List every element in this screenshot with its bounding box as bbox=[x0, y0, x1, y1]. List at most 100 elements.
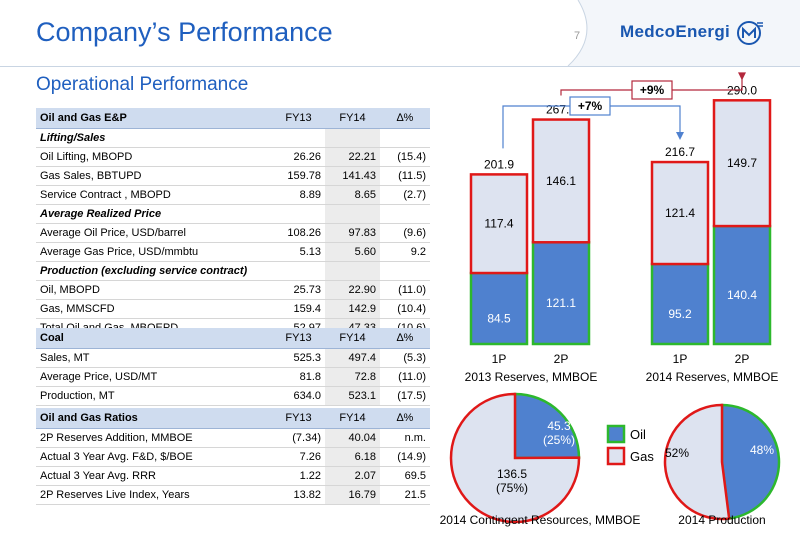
column-header-fy13: FY13 bbox=[272, 408, 325, 429]
cell-fy14: 22.90 bbox=[325, 280, 380, 300]
column-header-change: ∆% bbox=[380, 408, 430, 429]
cell-empty bbox=[380, 204, 430, 224]
table-section-title: Oil and Gas E&P bbox=[36, 108, 272, 129]
column-header-change: ∆% bbox=[380, 328, 430, 349]
bar-gas-segment bbox=[469, 173, 529, 275]
cell-change: n.m. bbox=[380, 428, 430, 448]
x-tick-label: 1P bbox=[492, 352, 507, 366]
cell-fy13: 634.0 bbox=[272, 386, 325, 406]
bar-oil-segment bbox=[650, 262, 710, 346]
table-row: Actual 3 Year Avg. F&D, $/BOE 7.26 6.18 (14… bbox=[36, 447, 430, 467]
cell-fy13: 1.22 bbox=[272, 466, 325, 486]
table-row: Sales, MT 525.3 497.4 (5.3) bbox=[36, 348, 430, 368]
medco-logo-icon bbox=[737, 21, 763, 45]
cell-fy14: 40.04 bbox=[325, 428, 380, 448]
growth-callout-box bbox=[569, 96, 611, 116]
table-row: Oil Lifting, MBOPD 26.26 22.21 (15.4) bbox=[36, 147, 430, 167]
cell-fy14: 5.60 bbox=[325, 242, 380, 262]
row-label: Production, MT bbox=[36, 386, 272, 406]
cell-change: (9.6) bbox=[380, 223, 430, 243]
cell-empty bbox=[380, 128, 430, 148]
legend-label-oil: Oil bbox=[630, 427, 646, 442]
pie-gas-percent-label: (75%) bbox=[496, 481, 528, 495]
pie-slice-oil bbox=[720, 403, 781, 520]
table-subheader-row: Lifting/Sales bbox=[36, 128, 430, 148]
bar-oil-value-label: 95.2 bbox=[668, 307, 692, 321]
table-row: Oil, MBOPD 25.73 22.90 (11.0) bbox=[36, 280, 430, 300]
cell-fy14: 6.18 bbox=[325, 447, 380, 467]
row-label: Average Oil Price, USD/barrel bbox=[36, 223, 272, 243]
cell-fy13: 159.78 bbox=[272, 166, 325, 186]
bar-gas-value-label: 146.1 bbox=[546, 174, 576, 188]
bar-gas-segment bbox=[650, 160, 710, 266]
cell-change: (15.4) bbox=[380, 147, 430, 167]
column-header-fy13: FY13 bbox=[272, 108, 325, 129]
cell-fy14: 72.8 bbox=[325, 367, 380, 387]
subheader-label: Production (excluding service contract) bbox=[36, 261, 272, 281]
row-label: Actual 3 Year Avg. F&D, $/BOE bbox=[36, 447, 272, 467]
growth-callout-label: +7% bbox=[578, 99, 603, 113]
table-section-title: Coal bbox=[36, 328, 272, 349]
bar-total-label: 267.3 bbox=[546, 103, 576, 117]
table-row: Gas Sales, BBTUPD 159.78 141.43 (11.5) bbox=[36, 166, 430, 186]
cell-fy13: 8.89 bbox=[272, 185, 325, 205]
table-row: Gas, MMSCFD 159.4 142.9 (10.4) bbox=[36, 299, 430, 319]
cell-change: 9.2 bbox=[380, 242, 430, 262]
table-row: Average Gas Price, USD/mmbtu 5.13 5.60 9.2 bbox=[36, 242, 430, 262]
cell-fy14: 8.65 bbox=[325, 185, 380, 205]
cell-fy13: 25.73 bbox=[272, 280, 325, 300]
column-header-change: ∆% bbox=[380, 108, 430, 129]
cell-empty bbox=[380, 261, 430, 281]
cell-fy13: (7.34) bbox=[272, 428, 325, 448]
cell-empty bbox=[325, 204, 380, 224]
column-header-fy14: FY14 bbox=[325, 408, 380, 429]
pie-slice-gas bbox=[449, 392, 581, 524]
group-label: 2013 Reserves, MMBOE bbox=[465, 370, 598, 384]
bar-total-label: 290.0 bbox=[727, 83, 757, 97]
row-label: Gas, MMSCFD bbox=[36, 299, 272, 319]
cell-change: (11.0) bbox=[380, 367, 430, 387]
pie-gas-value-label: 136.5 bbox=[497, 467, 527, 481]
bar-oil-value-label: 140.4 bbox=[727, 288, 757, 302]
table-coal: Coal FY13 FY14 ∆% Sales, MT 525.3 497.4 (5.3) Av… bbox=[36, 328, 430, 406]
cell-change: 69.5 bbox=[380, 466, 430, 486]
bar-oil-segment bbox=[712, 224, 772, 346]
cell-change: (14.9) bbox=[380, 447, 430, 467]
row-label: Service Contract , MBOPD bbox=[36, 185, 272, 205]
cell-fy13: 26.26 bbox=[272, 147, 325, 167]
pie-slice-gas bbox=[663, 403, 731, 521]
column-header-fy14: FY14 bbox=[325, 108, 380, 129]
table-row: 2P Reserves Addition, MMBOE (7.34) 40.04 n.… bbox=[36, 428, 430, 448]
table-row: Production, MT 634.0 523.1 (17.5) bbox=[36, 386, 430, 406]
cell-empty bbox=[272, 204, 325, 224]
cell-fy14: 141.43 bbox=[325, 166, 380, 186]
subheader-label: Lifting/Sales bbox=[36, 128, 272, 148]
table-subheader-row: Average Realized Price bbox=[36, 204, 430, 224]
legend-swatch-oil bbox=[606, 424, 626, 444]
bar-oil-value-label: 121.1 bbox=[546, 296, 576, 310]
header-swoosh-decoration bbox=[567, 0, 800, 66]
cell-fy14: 523.1 bbox=[325, 386, 380, 406]
cell-change: (17.5) bbox=[380, 386, 430, 406]
arrow-head-icon bbox=[676, 132, 684, 141]
x-tick-label: 2P bbox=[554, 352, 569, 366]
bar-oil-value-label: 84.5 bbox=[487, 312, 511, 326]
bar-total-label: 216.7 bbox=[665, 145, 695, 159]
table-oil-gas-ratios: Oil and Gas Ratios FY13 FY14 ∆% 2P Reserves … bbox=[36, 408, 430, 505]
growth-callout-box bbox=[631, 80, 673, 100]
pie-title: 2014 Production bbox=[678, 513, 765, 527]
row-label: Gas Sales, BBTUPD bbox=[36, 166, 272, 186]
cell-fy13: 7.26 bbox=[272, 447, 325, 467]
cell-change: (10.4) bbox=[380, 299, 430, 319]
header: Company’s Performance 7 MedcoEnergi bbox=[0, 0, 800, 66]
pie-oil-percent-label: (25%) bbox=[543, 433, 575, 447]
pie-slice-oil bbox=[513, 392, 581, 460]
group-label: 2014 Reserves, MMBOE bbox=[646, 370, 779, 384]
x-tick-label: 2P bbox=[735, 352, 750, 366]
x-tick-label: 1P bbox=[673, 352, 688, 366]
cell-fy13: 525.3 bbox=[272, 348, 325, 368]
logo-text: MedcoEnergi bbox=[620, 22, 731, 41]
bar-gas-value-label: 121.4 bbox=[665, 206, 695, 220]
pie-oil-percent-label: 48% bbox=[750, 443, 774, 457]
cell-fy14: 2.07 bbox=[325, 466, 380, 486]
